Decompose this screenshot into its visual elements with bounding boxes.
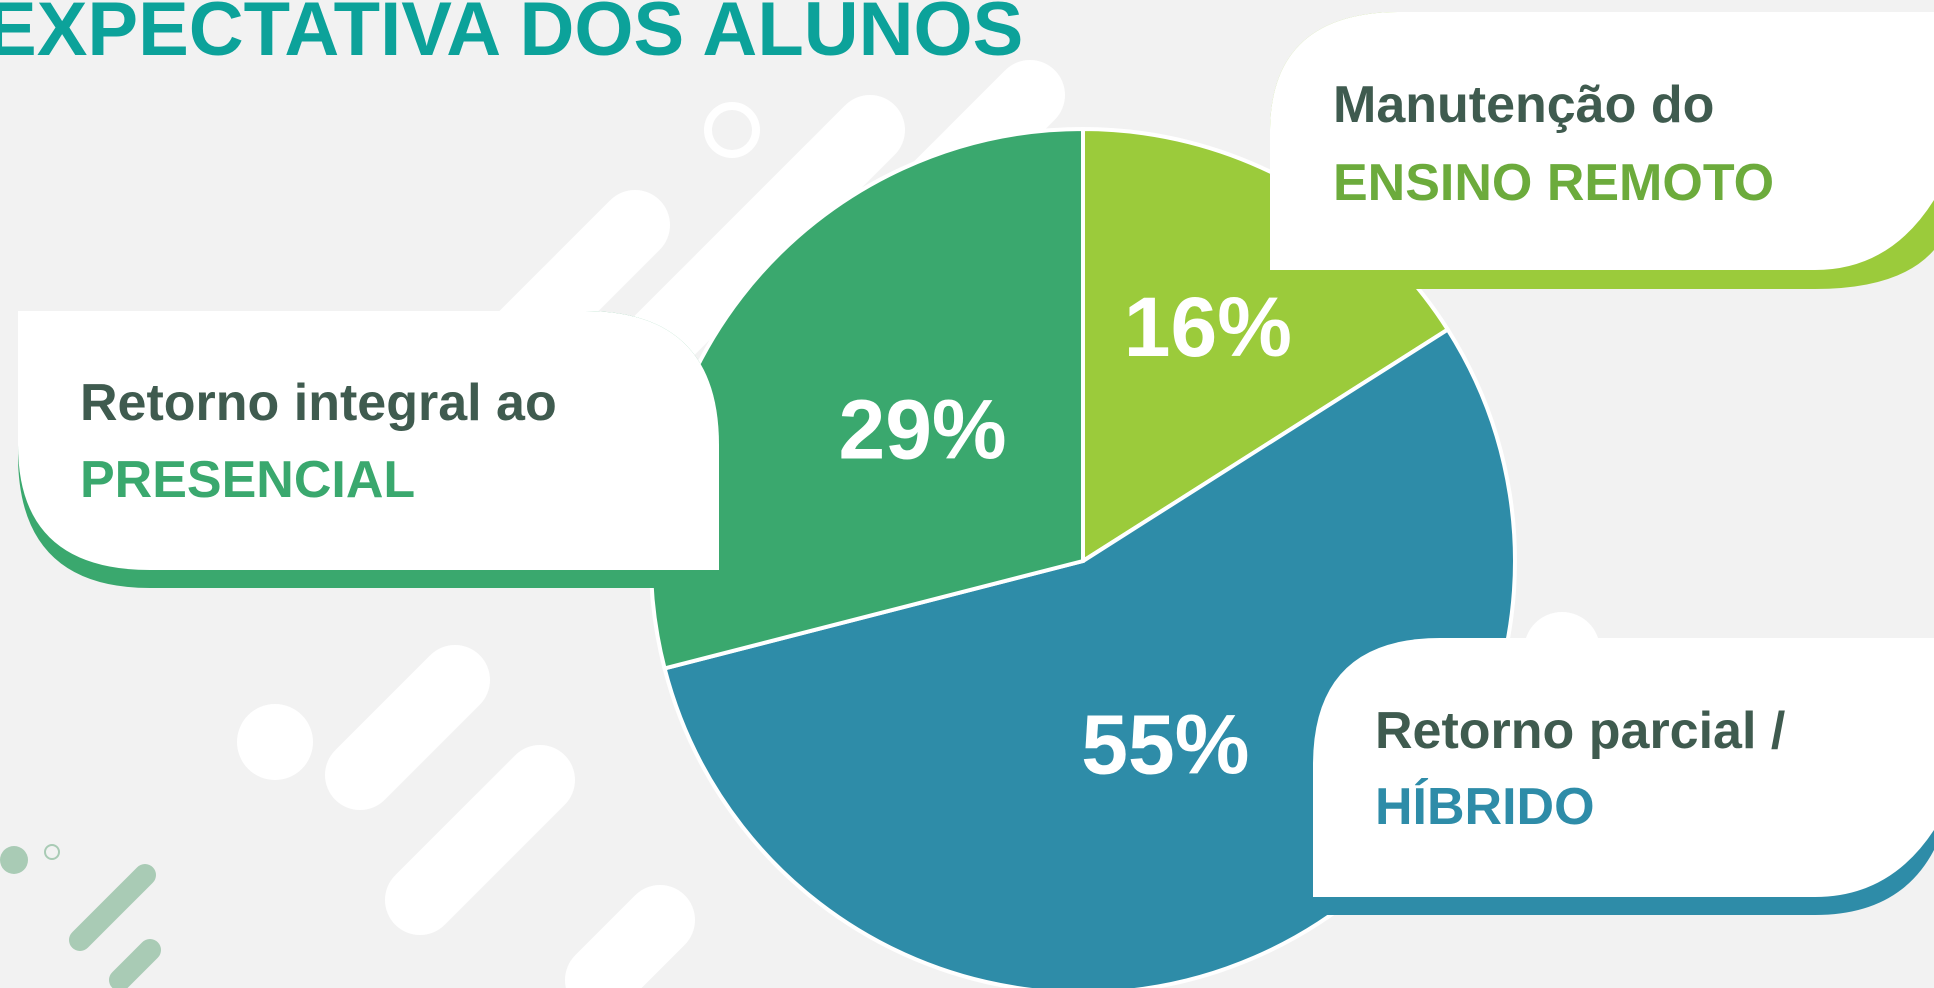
pie-slice <box>662 326 1517 988</box>
callout-hibrido: Retorno parcial / HÍBRIDO <box>1313 638 1934 915</box>
corner-decoration <box>0 844 161 988</box>
chart-title: EXPECTATIVA DOS ALUNOS <box>0 0 1023 72</box>
callout-presencial: Retorno integral ao PRESENCIAL <box>18 311 719 588</box>
category-highlight: ENSINO REMOTO <box>1333 154 1774 212</box>
value-label: 29% <box>839 383 1007 477</box>
category-label: Manutenção do <box>1333 76 1714 134</box>
callout-box <box>1313 638 1934 897</box>
value-label: 55% <box>1081 697 1249 791</box>
category-highlight: HÍBRIDO <box>1375 778 1595 836</box>
category-label: Retorno integral ao <box>80 374 557 432</box>
callout-remote: Manutenção do ENSINO REMOTO <box>1270 12 1934 289</box>
category-highlight: PRESENCIAL <box>80 451 415 509</box>
value-label: 16% <box>1124 280 1292 374</box>
category-label: Retorno parcial / <box>1375 702 1785 760</box>
callout-box <box>18 311 719 570</box>
callout-box <box>1270 12 1934 270</box>
